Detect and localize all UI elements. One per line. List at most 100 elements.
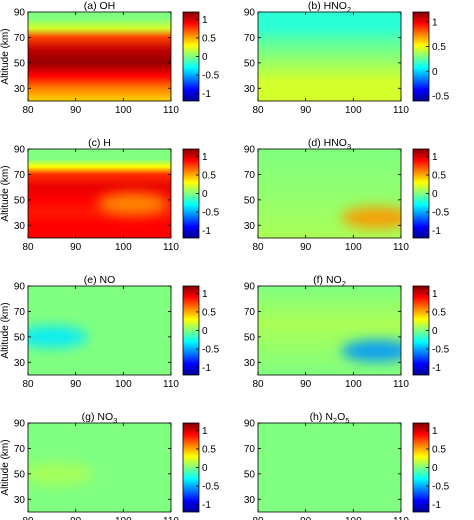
colorbar-tick-label: 1: [432, 426, 438, 437]
plot-frame: [27, 422, 172, 513]
y-axis-label: Altitude (km): [0, 165, 11, 221]
colorbar-tick-label: -0.5: [202, 482, 220, 493]
colorbar-tick-label: 1: [202, 289, 208, 300]
y-tick-label: 50: [14, 469, 26, 480]
panel-b: 80 90 100 110 30 50 70 90 (b) HNO2 1 0.5 0 -0.5: [244, 0, 450, 116]
panel-title: (f) NO2: [313, 274, 346, 288]
y-tick-label: 70: [14, 170, 26, 181]
x-tick-label: 110: [393, 105, 409, 116]
y-tick-label: 90: [244, 282, 256, 293]
colorbar-tick-label: 1: [202, 152, 208, 163]
colorbar-tick-label: 0.5: [432, 170, 446, 181]
x-tick-label: 80: [22, 379, 34, 390]
colorbar-tick-label: -1: [202, 500, 211, 511]
colorbar-tick-label: 0.5: [202, 33, 216, 44]
colorbar-tick-label: 0: [432, 463, 438, 474]
y-tick-label: 90: [244, 145, 256, 156]
x-tick-label: 100: [115, 242, 132, 253]
colorbar-tick-label: -0.5: [202, 208, 220, 219]
x-tick-label: 80: [252, 105, 264, 116]
y-tick-label: 30: [244, 495, 256, 506]
colorbar-tick-label: -1: [432, 500, 441, 511]
colorbar-tick-label: 0.5: [202, 170, 216, 181]
colorbar-tick-label: -1: [432, 363, 441, 374]
y-tick-label: 50: [244, 58, 256, 69]
x-tick-label: 80: [252, 242, 264, 253]
x-tick-label: 90: [70, 242, 82, 253]
colorbar-tick-label: 0: [202, 326, 208, 337]
panel-c: 80 90 100 110 30 50 70 90 (c) H Altitude (km) 1 0.5…: [0, 137, 220, 253]
y-tick-label: 50: [14, 332, 26, 343]
colorbar: [412, 11, 430, 102]
x-tick-label: 100: [345, 242, 362, 253]
panel-title: (g) NO3: [82, 411, 118, 425]
y-tick-label: 90: [244, 419, 256, 430]
colorbar-tick-label: 1: [432, 289, 438, 300]
panel-a: 80 90 100 110 30 50 70 90 (a) OH Altitude (km) 1 0.…: [0, 0, 220, 116]
y-tick-label: 30: [14, 221, 26, 232]
plot-frame: [257, 422, 402, 513]
x-tick-label: 80: [22, 242, 34, 253]
colorbar-tick-label: -1: [202, 89, 211, 100]
panel-title: (b) HNO2: [308, 0, 351, 14]
x-tick-label: 80: [22, 516, 34, 520]
colorbar-tick-label: 0: [432, 189, 438, 200]
y-tick-label: 30: [244, 221, 256, 232]
plot-frame: [257, 148, 402, 239]
x-tick-label: 90: [300, 242, 312, 253]
x-tick-label: 90: [70, 379, 82, 390]
y-tick-label: 50: [244, 332, 256, 343]
colorbar-tick-label: -1: [202, 226, 211, 237]
y-tick-label: 50: [14, 195, 26, 206]
heatmap-field: [258, 12, 401, 101]
colorbar-tick-label: 1: [202, 15, 208, 26]
x-tick-label: 100: [115, 516, 132, 520]
panel-d: 80 90 100 110 30 50 70 90 (d) HNO3 1 0.5 0 -0.5 -1: [244, 137, 450, 253]
plot-frame: [27, 285, 172, 376]
colorbar-tick-label: -0.5: [432, 92, 450, 103]
colorbar-tick-label: 0: [202, 189, 208, 200]
panel-title: (a) OH: [84, 0, 116, 12]
plot-frame: [27, 11, 172, 102]
panel-f: 80 90 100 110 30 50 70 90 (f) NO2 1 0.5 0 -0.5 -1: [244, 274, 450, 390]
heatmap-anomaly: [28, 325, 88, 348]
x-tick-label: 100: [345, 516, 362, 520]
heatmap-anomaly: [341, 339, 401, 362]
x-tick-label: 90: [300, 379, 312, 390]
y-tick-label: 70: [244, 170, 256, 181]
colorbar-tick-label: 1: [432, 17, 438, 28]
y-axis-label: Altitude (km): [0, 302, 11, 358]
y-tick-label: 70: [14, 444, 26, 455]
colorbar-tick-label: 0: [432, 67, 438, 78]
colorbar-tick-label: 0: [202, 463, 208, 474]
heatmap-field: [28, 12, 171, 101]
heatmap-field: [258, 423, 401, 512]
heatmap-anomaly: [96, 192, 169, 215]
y-axis-label: Altitude (km): [0, 439, 11, 495]
colorbar-tick-label: 0.5: [432, 444, 446, 455]
panel-title: (d) HNO3: [308, 137, 351, 151]
y-tick-label: 50: [244, 469, 256, 480]
colorbar-tick-label: 1: [432, 152, 438, 163]
y-tick-label: 30: [244, 84, 256, 95]
colorbar-tick-label: -1: [202, 363, 211, 374]
y-tick-label: 70: [244, 444, 256, 455]
panel-e: 80 90 100 110 30 50 70 90 (e) NO Altitude (km) 1 0.…: [0, 274, 220, 390]
panel-title: (e) NO: [84, 274, 116, 286]
x-tick-label: 110: [393, 379, 409, 390]
y-tick-label: 70: [244, 307, 256, 318]
y-tick-label: 30: [14, 495, 26, 506]
x-tick-label: 80: [22, 105, 34, 116]
colorbar-tick-label: 0.5: [202, 444, 216, 455]
colorbar-tick-label: -1: [432, 226, 441, 237]
y-tick-label: 90: [244, 8, 256, 19]
heatmap-anomaly: [341, 206, 401, 229]
x-tick-label: 110: [163, 105, 179, 116]
plot-frame: [257, 11, 402, 102]
colorbar-tick-label: 0: [432, 326, 438, 337]
colorbar-tick-label: 0.5: [432, 307, 446, 318]
plot-frame: [27, 148, 172, 239]
